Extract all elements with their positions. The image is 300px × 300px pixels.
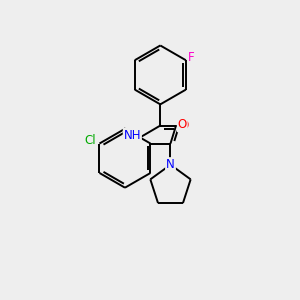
Text: F: F — [188, 51, 194, 64]
Text: N: N — [166, 158, 175, 171]
Text: Cl: Cl — [85, 134, 97, 147]
Text: O: O — [180, 119, 189, 132]
Text: NH: NH — [124, 129, 141, 142]
Text: N: N — [166, 158, 175, 171]
Text: O: O — [178, 118, 187, 131]
